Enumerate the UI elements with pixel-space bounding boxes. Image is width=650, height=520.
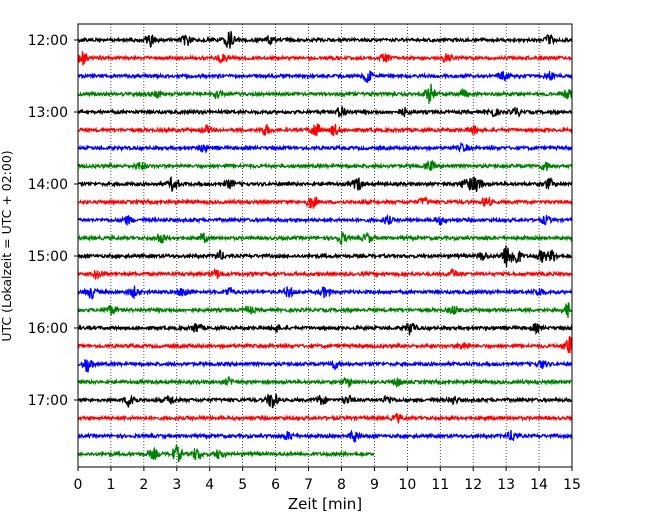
y-axis-label: UTC (Lokalzeit = UTC + 02:00) [0,150,14,341]
x-axis-label: Zeit [min] [288,495,362,513]
x-tick-label: 6 [271,477,280,493]
trace-17:15 [77,412,573,425]
x-axis-ticks: 0 1 2 3 4 5 6 7 8 9 10 11 12 13 14 15 [74,467,581,493]
plot-frame [77,23,573,468]
y-tick-label: 16:00 [28,321,68,337]
trace-17:30 [77,429,573,444]
trace-14:15 [77,195,573,209]
x-tick-label: 10 [398,477,416,493]
trace-13:45 [77,159,573,172]
seismic-traces [77,31,573,463]
trace-15:15 [77,267,573,281]
trace-17:45 [77,444,375,463]
trace-14:00 [77,175,573,193]
x-tick-label: 3 [172,477,181,493]
trace-15:45 [77,302,573,318]
vertical-grid [110,24,540,467]
x-tick-label: 0 [74,477,83,493]
x-tick-label: 13 [497,477,515,493]
x-tick-label: 1 [106,477,115,493]
trace-14:45 [77,231,573,246]
x-tick-label: 15 [563,477,581,493]
trace-15:30 [77,285,573,300]
trace-16:15 [77,336,573,354]
x-tick-label: 12 [464,477,482,493]
trace-13:30 [77,141,573,154]
trace-12:30 [77,70,573,83]
trace-14:30 [77,213,573,226]
trace-16:00 [77,322,573,336]
trace-12:15 [77,51,573,66]
x-tick-label: 4 [205,477,214,493]
plot-area-background [78,24,572,467]
y-tick-label: 15:00 [28,249,68,265]
trace-12:00 [77,31,573,49]
trace-12:45 [77,83,573,104]
trace-16:30 [77,359,573,373]
y-tick-label: 12:00 [28,33,68,49]
x-tick-label: 8 [337,477,346,493]
x-tick-label: 7 [304,477,313,493]
y-tick-label: 17:00 [28,393,68,409]
trace-13:15 [77,123,573,137]
x-tick-label: 14 [530,477,548,493]
trace-17:00 [77,393,573,409]
x-tick-label: 9 [370,477,379,493]
trace-16:45 [77,376,573,389]
trace-13:00 [77,106,573,118]
x-tick-label: 2 [139,477,148,493]
x-tick-label: 5 [238,477,247,493]
trace-15:00 [77,245,573,267]
y-axis-ticks: 12:00 13:00 14:00 15:00 16:00 17:00 [28,33,78,409]
y-tick-label: 14:00 [28,177,68,193]
x-tick-label: 11 [431,477,449,493]
y-tick-label: 13:00 [28,105,68,121]
